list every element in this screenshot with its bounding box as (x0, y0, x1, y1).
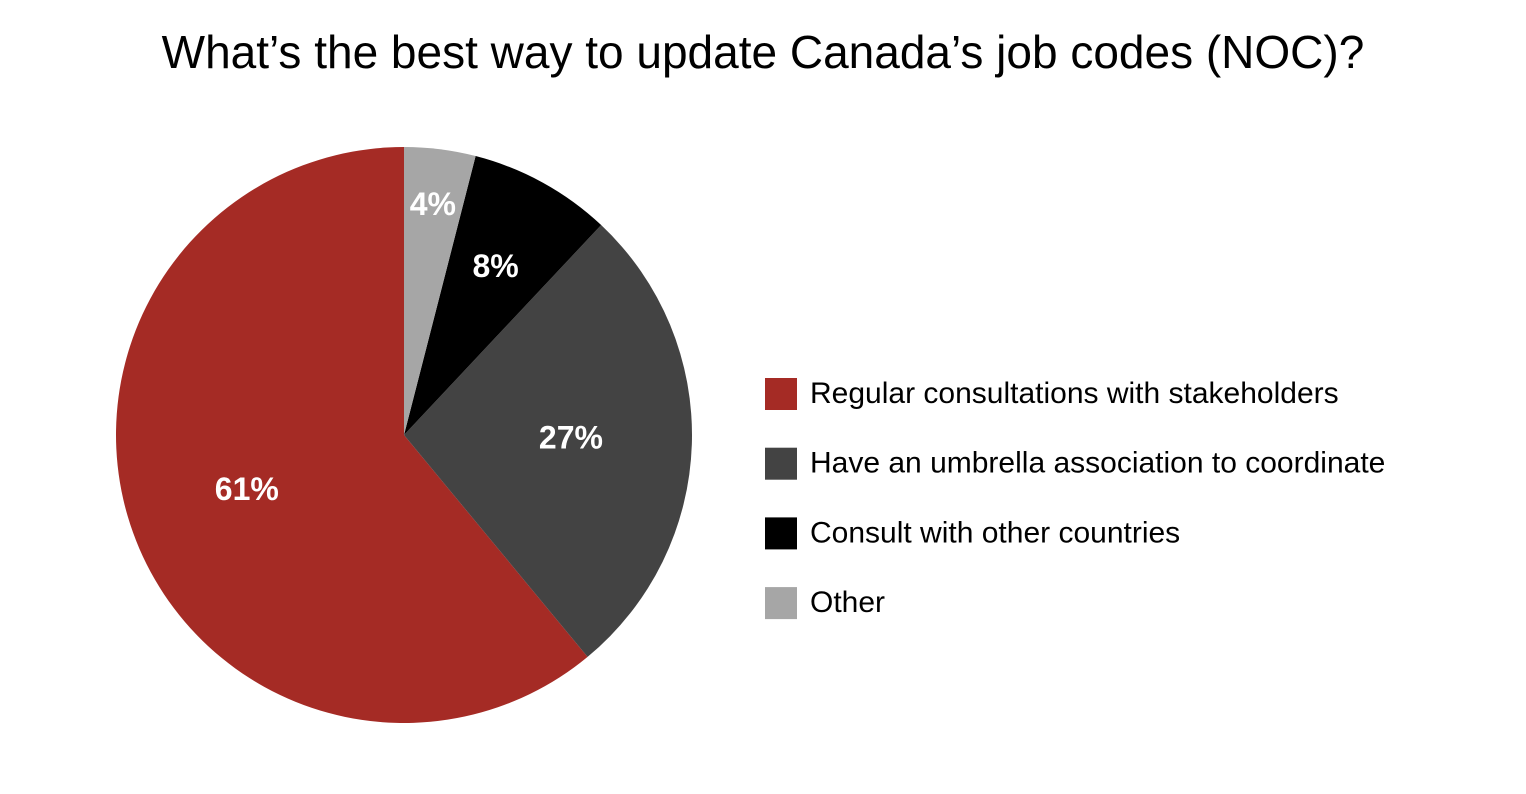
data-label: 61% (215, 471, 279, 507)
legend-swatch (765, 378, 797, 410)
data-label: 27% (539, 420, 603, 456)
legend-swatch (765, 587, 797, 620)
data-label: 4% (410, 186, 456, 222)
legend-swatch (765, 447, 797, 480)
legend-label: Regular consultations with stakeholders (810, 377, 1339, 410)
pie-slice (404, 147, 476, 435)
data-label: 8% (472, 248, 518, 284)
pie-slice (404, 225, 692, 657)
legend-label: Consult with other countries (810, 516, 1180, 549)
pie-slice (404, 156, 602, 436)
chart-title: What’s the best way to update Canada’s j… (162, 26, 1365, 78)
legend-swatch (765, 517, 797, 550)
legend-label: Other (810, 586, 885, 619)
pie-slice (116, 147, 588, 724)
legend-label: Have an umbrella association to coordina… (810, 447, 1385, 480)
